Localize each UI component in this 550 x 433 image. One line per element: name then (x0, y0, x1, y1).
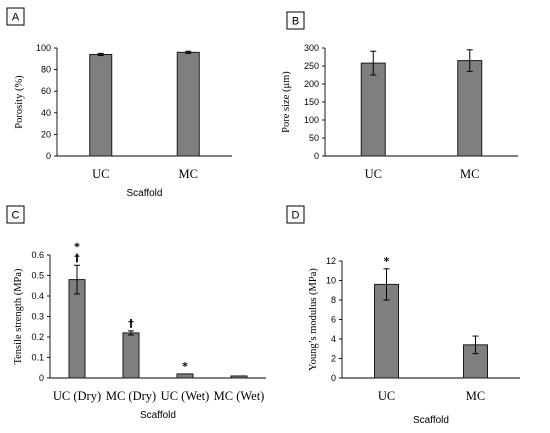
y-tick-label: 0.2 (31, 332, 44, 342)
panel-d: D 0 2 4 6 8 10 12 Young’s modulus (MPa) * UC MC Scaf… (286, 205, 520, 426)
y-tick-label: 4 (331, 334, 336, 344)
panel-a: A 0 20 40 60 80 100 Porosity (%) UC MC Scaffold (6, 7, 232, 199)
y-tick-label: 0.5 (31, 271, 44, 281)
y-tick-label: 60 (41, 86, 51, 96)
y-tick-label: 0 (46, 151, 51, 161)
bar-mc-wet (230, 375, 248, 379)
category-label: MC (179, 167, 198, 181)
y-tick-label: 12 (326, 256, 336, 266)
significance-marker: * (74, 240, 80, 253)
panel-c: C 0 0.1 0.2 0.3 0.4 0.5 0.6 Tensile strength (MP… (6, 205, 266, 421)
y-tick-label: 50 (309, 133, 319, 143)
panel-label: D (292, 210, 300, 222)
category-label: MC (460, 167, 479, 181)
panel-label: C (12, 210, 20, 222)
panel-label: B (292, 16, 299, 28)
category-label: UC (92, 167, 109, 181)
x-axis-label: Scaffold (127, 188, 163, 199)
panel-label-box (6, 205, 25, 224)
y-axis-label: Tensile strength (MPa) (13, 268, 24, 365)
y-tick-label: 200 (304, 79, 319, 89)
x-axis-label: Scaffold (413, 415, 449, 426)
category-label: UC (378, 389, 395, 403)
y-tick-label: 0.4 (31, 291, 44, 301)
bar-mc (176, 51, 200, 157)
bar-mc (457, 60, 483, 157)
y-tick-label: 0.6 (31, 250, 44, 260)
bar-uc (89, 53, 113, 157)
y-tick-label: 300 (304, 43, 319, 53)
y-tick-label: 0 (314, 151, 319, 161)
significance-marker: * (182, 360, 188, 373)
y-tick-label: 0 (331, 373, 336, 383)
panel-label-box (6, 7, 25, 26)
category-label: MC (466, 389, 485, 403)
y-tick-label: 20 (41, 129, 51, 139)
y-tick-label: 250 (304, 61, 319, 71)
category-label: MC (Dry) (106, 389, 156, 403)
category-label: UC (365, 167, 382, 181)
y-tick-label: 100 (36, 43, 51, 53)
y-axis-label: Porosity (%) (14, 75, 25, 129)
bar-uc (360, 62, 386, 157)
x-axis-label: Scaffold (140, 410, 176, 421)
panel-b: B 0 50 100 150 200 250 300 Pore size (μm) UC MC (281, 11, 518, 181)
y-axis-label: Pore size (μm) (281, 71, 292, 133)
y-tick-label: 10 (326, 276, 336, 286)
y-tick-label: 40 (41, 108, 51, 118)
panel-label-box (286, 11, 305, 30)
category-label: UC (Wet) (161, 389, 210, 403)
category-label: UC (Dry) (53, 389, 101, 403)
panel-label-box (286, 205, 305, 224)
y-tick-label: 8 (331, 295, 336, 305)
bar-mc-dry (122, 332, 140, 379)
y-tick-label: 100 (304, 115, 319, 125)
significance-marker: † (74, 251, 80, 264)
significance-marker: * (384, 255, 390, 268)
panel-label: A (12, 12, 20, 24)
y-tick-label: 0.3 (31, 312, 44, 322)
y-tick-label: 2 (331, 354, 336, 364)
y-axis-label: Young’s modulus (MPa) (308, 268, 319, 371)
category-label: MC (Wet) (214, 389, 265, 403)
y-tick-label: 0 (39, 373, 44, 383)
y-tick-label: 0.1 (31, 353, 44, 363)
bar-uc-wet (176, 373, 194, 379)
y-tick-label: 150 (304, 97, 319, 107)
y-tick-label: 80 (41, 65, 51, 75)
significance-marker: † (128, 317, 134, 330)
y-tick-label: 6 (331, 315, 336, 325)
